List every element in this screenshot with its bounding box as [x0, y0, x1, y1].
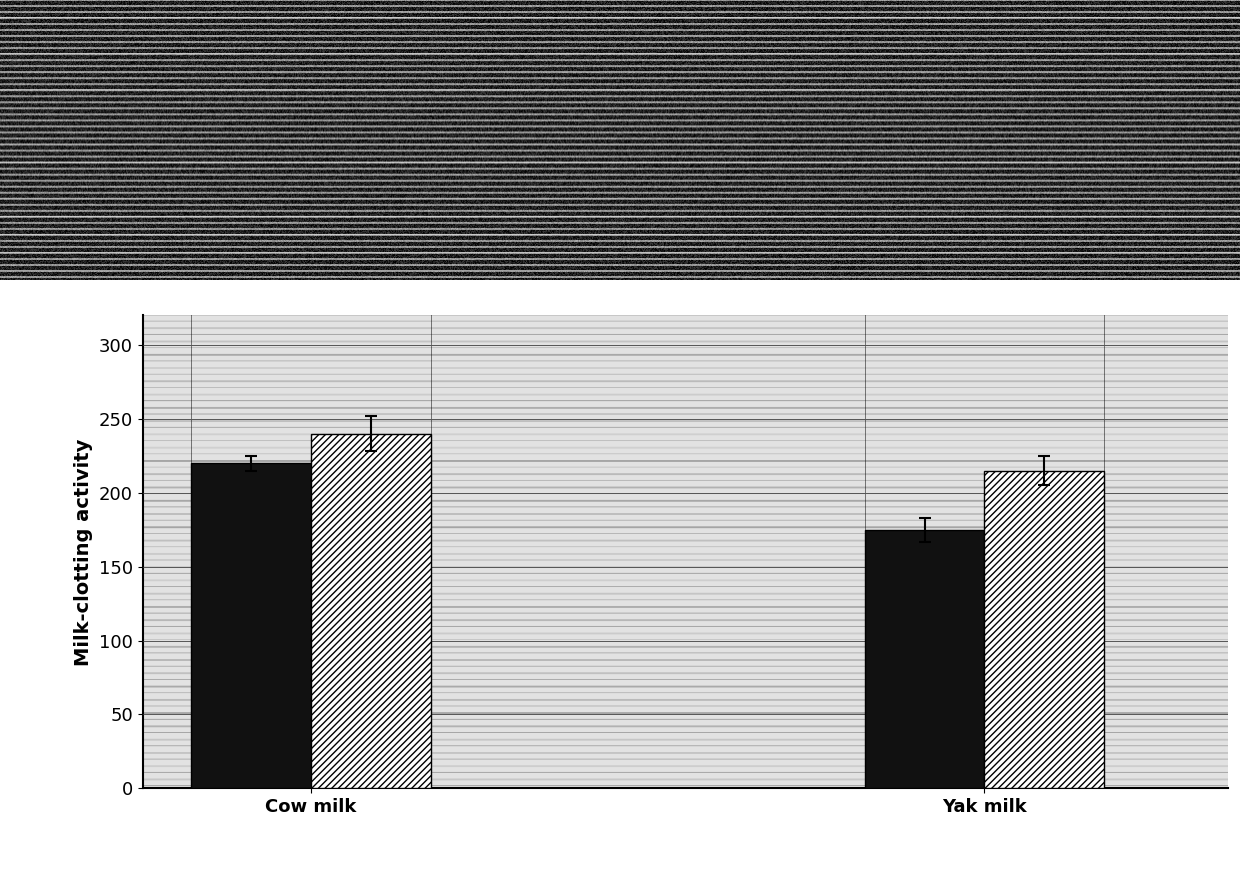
Bar [191, 463, 311, 788]
Bar [311, 434, 430, 788]
Bar [864, 530, 985, 788]
Bar [985, 470, 1104, 788]
Y-axis label: Milk-clotting activity: Milk-clotting activity [74, 438, 93, 666]
